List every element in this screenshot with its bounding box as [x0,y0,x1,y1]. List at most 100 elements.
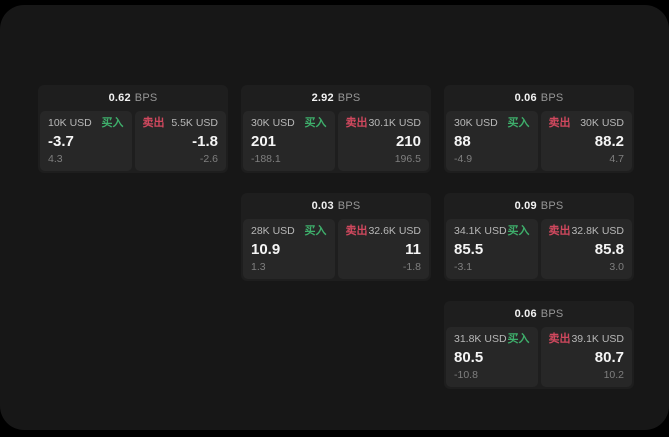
sell-price: 80.7 [594,349,624,366]
quote-card-body: 31.8K USD 买入 80.5 -10.8 卖出 39.1K USD 80.… [444,327,634,389]
quote-card: 0.62 BPS 10K USD 买入 -3.7 4.3 卖出 5.5K USD [38,85,228,173]
quote-card-body: 30K USD 买入 201 -188.1 卖出 30.1K USD 210 1… [241,111,431,173]
buy-panel[interactable]: 34.1K USD 买入 85.5 -3.1 [446,219,538,279]
bps-header: 0.03 BPS [241,193,431,219]
buy-side-label: 买入 [304,225,327,237]
bps-label: BPS [337,92,361,104]
sell-amount: 5.5K USD [171,117,218,129]
buy-panel[interactable]: 30K USD 买入 201 -188.1 [243,111,335,171]
sell-amount: 32.6K USD [368,225,421,237]
quote-card-body: 30K USD 买入 88 -4.9 卖出 30K USD 88.2 4.7 [444,111,634,173]
quote-card: 2.92 BPS 30K USD 买入 201 -188.1 卖出 30.1K … [241,85,431,173]
buy-price: 80.5 [454,349,484,366]
buy-side-label: 买入 [507,333,530,345]
sell-delta: 196.5 [394,153,421,165]
buy-panel-top: 30K USD 买入 [251,117,327,130]
buy-amount: 30K USD [251,117,295,129]
bps-header: 0.09 BPS [444,193,634,219]
buy-delta: -3.1 [454,261,473,273]
buy-panel-top: 30K USD 买入 [454,117,530,130]
buy-panel[interactable]: 30K USD 买入 88 -4.9 [446,111,538,171]
bps-value: 2.92 [311,92,334,104]
buy-price: 88 [454,133,471,150]
sell-panel[interactable]: 卖出 5.5K USD -1.8 -2.6 [134,111,226,171]
bps-label: BPS [540,200,564,212]
quotes-board: 0.62 BPS 10K USD 买入 -3.7 4.3 卖出 5.5K USD [38,85,634,389]
bps-value: 0.09 [514,200,537,212]
sell-panel-top: 卖出 5.5K USD [143,117,219,130]
quote-card-body: 10K USD 买入 -3.7 4.3 卖出 5.5K USD -1.8 -2.… [38,111,228,173]
buy-panel[interactable]: 28K USD 买入 10.9 1.3 [243,219,335,279]
buy-side-label: 买入 [101,117,124,129]
buy-delta: -4.9 [454,153,473,165]
sell-panel[interactable]: 卖出 30.1K USD 210 196.5 [337,111,429,171]
buy-price: 85.5 [454,241,484,258]
quote-card: 0.03 BPS 28K USD 买入 10.9 1.3 卖出 32.6K US… [241,193,431,281]
buy-panel-top: 28K USD 买入 [251,225,327,238]
buy-side-label: 买入 [304,117,327,129]
sell-side-label: 卖出 [548,225,571,237]
bps-label: BPS [134,92,158,104]
sell-side-label: 卖出 [548,117,571,129]
sell-amount: 32.8K USD [571,225,624,237]
sell-panel-top: 卖出 32.6K USD [346,225,422,238]
quote-card: 0.09 BPS 34.1K USD 买入 85.5 -3.1 卖出 32.8K… [444,193,634,281]
bps-value: 0.06 [514,308,537,320]
sell-panel-top: 卖出 32.8K USD [549,225,625,238]
buy-amount: 34.1K USD [454,225,507,237]
buy-amount: 28K USD [251,225,295,237]
bps-value: 0.06 [514,92,537,104]
sell-delta: 4.7 [609,153,624,165]
sell-panel[interactable]: 卖出 30K USD 88.2 4.7 [540,111,632,171]
sell-panel[interactable]: 卖出 32.8K USD 85.8 3.0 [540,219,632,279]
sell-side-label: 卖出 [142,117,165,129]
sell-delta: -2.6 [199,153,218,165]
sell-delta: -1.8 [402,261,421,273]
quote-card: 0.06 BPS 31.8K USD 买入 80.5 -10.8 卖出 39.1… [444,301,634,389]
sell-panel-top: 卖出 39.1K USD [549,333,625,346]
sell-panel-top: 卖出 30.1K USD [346,117,422,130]
sell-delta: 10.2 [603,369,624,381]
buy-side-label: 买入 [507,117,530,129]
quote-card-body: 34.1K USD 买入 85.5 -3.1 卖出 32.8K USD 85.8… [444,219,634,281]
buy-price: 201 [251,133,277,150]
app-window: 0.62 BPS 10K USD 买入 -3.7 4.3 卖出 5.5K USD [0,5,669,430]
bps-label: BPS [540,92,564,104]
buy-price: -3.7 [48,133,74,150]
bps-value: 0.62 [108,92,131,104]
sell-panel[interactable]: 卖出 32.6K USD 11 -1.8 [337,219,429,279]
buy-panel[interactable]: 10K USD 买入 -3.7 4.3 [40,111,132,171]
bps-header: 0.06 BPS [444,301,634,327]
sell-side-label: 卖出 [548,333,571,345]
sell-amount: 30.1K USD [368,117,421,129]
buy-delta: -10.8 [454,369,478,381]
bps-header: 0.06 BPS [444,85,634,111]
sell-side-label: 卖出 [345,117,368,129]
sell-panel-top: 卖出 30K USD [549,117,625,130]
sell-price: -1.8 [192,133,218,150]
buy-delta: 1.3 [251,261,266,273]
buy-side-label: 买入 [507,225,530,237]
buy-panel-top: 31.8K USD 买入 [454,333,530,346]
bps-header: 0.62 BPS [38,85,228,111]
buy-delta: -188.1 [251,153,281,165]
sell-side-label: 卖出 [345,225,368,237]
bps-label: BPS [337,200,361,212]
sell-amount: 30K USD [580,117,624,129]
quote-card-body: 28K USD 买入 10.9 1.3 卖出 32.6K USD 11 -1.8 [241,219,431,281]
bps-label: BPS [540,308,564,320]
sell-panel[interactable]: 卖出 39.1K USD 80.7 10.2 [540,327,632,387]
sell-price: 88.2 [594,133,624,150]
buy-amount: 31.8K USD [454,333,507,345]
sell-price: 210 [395,133,421,150]
buy-delta: 4.3 [48,153,63,165]
sell-price: 11 [405,241,421,258]
buy-panel[interactable]: 31.8K USD 买入 80.5 -10.8 [446,327,538,387]
sell-price: 85.8 [594,241,624,258]
buy-amount: 10K USD [48,117,92,129]
sell-amount: 39.1K USD [571,333,624,345]
bps-value: 0.03 [311,200,334,212]
bps-header: 2.92 BPS [241,85,431,111]
buy-amount: 30K USD [454,117,498,129]
buy-panel-top: 34.1K USD 买入 [454,225,530,238]
